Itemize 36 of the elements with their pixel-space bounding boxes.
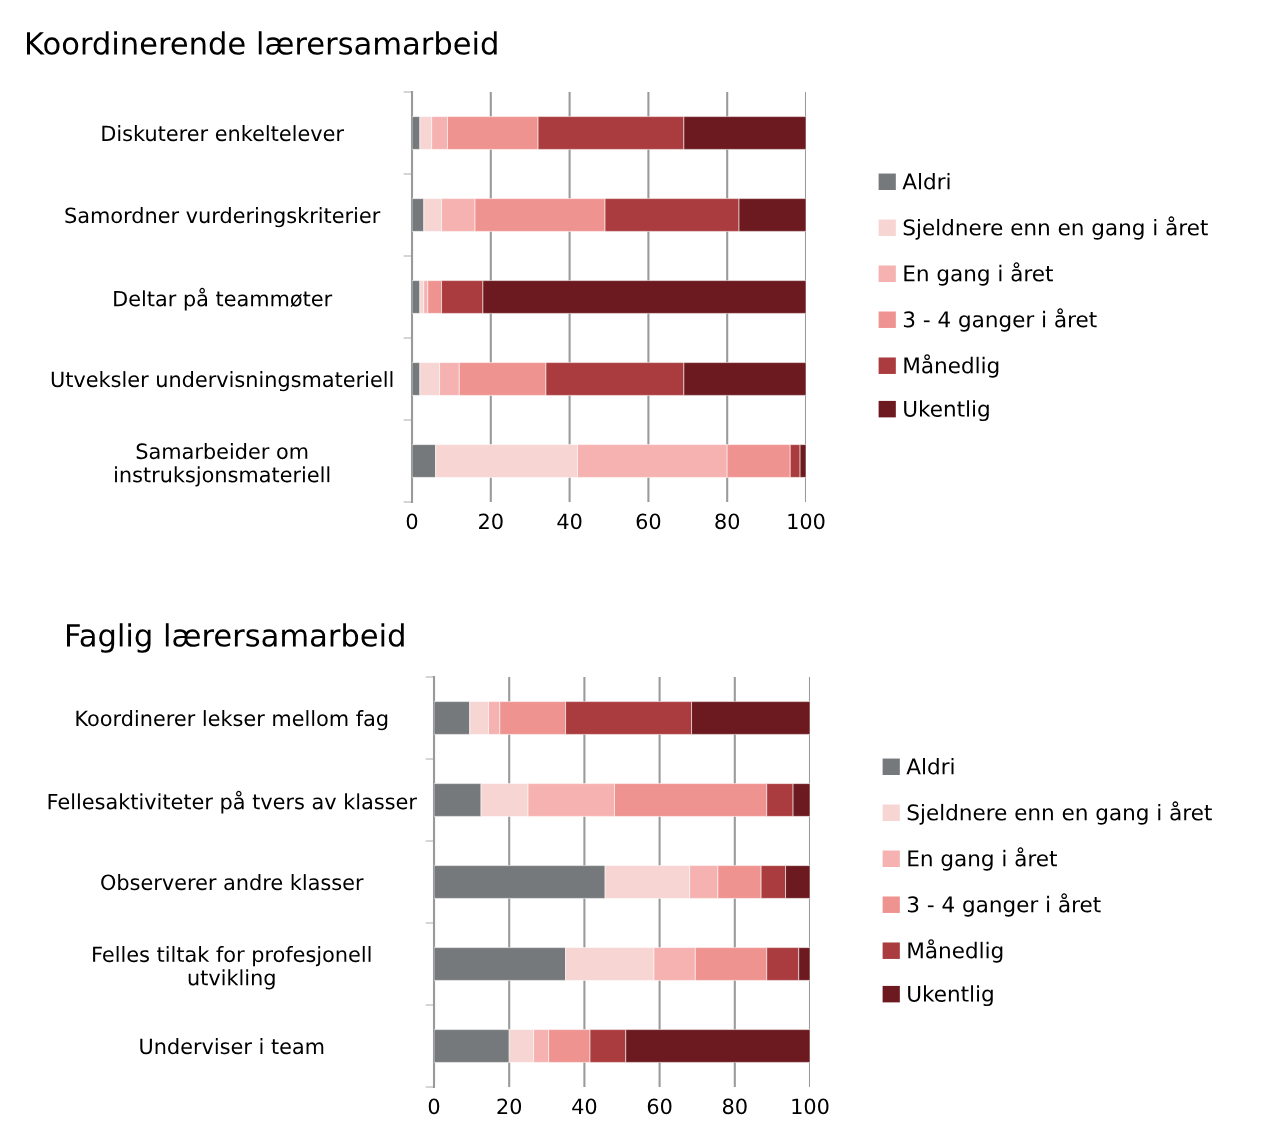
y-tick-label: Samordner vurderingskriterier (65, 207, 381, 228)
x-tick-label: 40 (557, 513, 582, 530)
y-tick-label: Utveksler undervisningsmateriell (51, 371, 393, 392)
legend-label: Ukentlig (904, 400, 989, 422)
x-tick-label: 0 (406, 513, 418, 530)
legend-label: Ukentlig (908, 985, 993, 1007)
y-tick-label: Felles tiltak for profesjonell utvikling (93, 946, 371, 990)
legend-label: Månedlig (904, 354, 999, 378)
y-tick-label: Deltar på teammøter (114, 287, 333, 311)
chart-title: Koordinerende lærersamarbeid (27, 31, 497, 55)
legend-label: 3 - 4 ganger i året (907, 893, 1101, 917)
legend-label: En gang i året (908, 847, 1057, 871)
legend-label: Aldri (906, 757, 954, 775)
y-tick-label: Samarbeider om instruksjonsmateriell (115, 443, 330, 487)
y-tick-label: Underviser i team (140, 1038, 324, 1055)
x-tick-label: 20 (479, 513, 503, 530)
legend-label: Månedlig (908, 939, 1003, 963)
legend-label: En gang i året (904, 262, 1053, 286)
legend-label: Sjeldnere enn en gang i året (907, 801, 1212, 825)
x-tick-label: 60 (647, 1098, 672, 1115)
y-tick-label: Koordinerer lekser mellom fag (76, 710, 388, 731)
x-tick-label: 0 (428, 1098, 440, 1115)
legend-label: Aldri (902, 172, 950, 190)
x-tick-label: 100 (792, 1098, 829, 1115)
y-tick-label: Fellesaktiviteter på tvers av klasser (48, 790, 417, 814)
legend-label: Sjeldnere enn en gang i året (903, 216, 1208, 240)
legend-label: 3 - 4 ganger i året (903, 308, 1097, 332)
x-tick-label: 100 (788, 513, 825, 530)
x-tick-label: 40 (572, 1098, 597, 1115)
x-tick-label: 20 (497, 1098, 522, 1115)
y-tick-label: Observerer andre klasser (101, 874, 364, 891)
x-tick-label: 60 (636, 513, 661, 530)
chart-title: Faglig lærersamarbeid (67, 623, 404, 653)
x-tick-label: 80 (715, 513, 740, 530)
x-tick-label: 80 (722, 1098, 747, 1115)
y-tick-label: Diskuterer enkeltelever (102, 125, 344, 142)
